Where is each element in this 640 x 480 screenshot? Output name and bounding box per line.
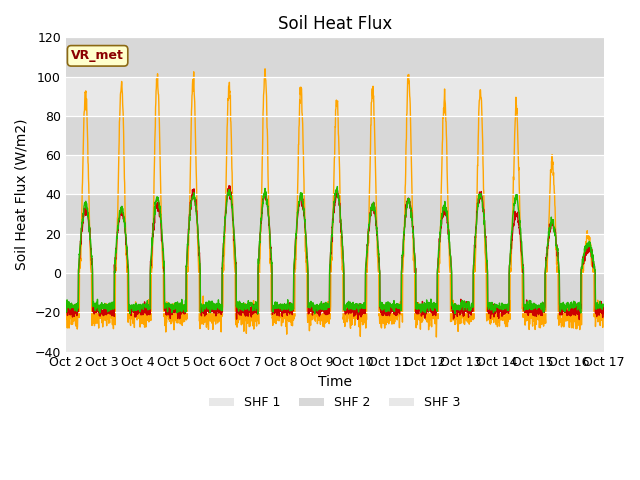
SHF 1 — [351, 310, 358, 315]
SHF 3 — [553, 246, 561, 252]
Bar — [66, 37, 604, 77]
Bar — [66, 116, 604, 155]
Bar — [66, 194, 604, 234]
SHF 2 — [433, 334, 440, 340]
SHF 3 — [363, 254, 371, 260]
Bar — [66, 155, 604, 194]
SHF 3 — [492, 304, 500, 310]
Line: SHF 3: SHF 3 — [66, 187, 604, 314]
Text: VR_met: VR_met — [71, 49, 124, 62]
SHF 2 — [212, 314, 220, 320]
SHF 1 — [600, 311, 608, 316]
SHF 3 — [254, 311, 262, 317]
SHF 1 — [62, 302, 70, 308]
SHF 2 — [553, 270, 561, 276]
Bar — [66, 77, 604, 116]
SHF 1 — [362, 258, 370, 264]
SHF 3 — [600, 304, 608, 310]
SHF 2 — [492, 310, 500, 315]
SHF 2 — [600, 307, 608, 313]
Line: SHF 1: SHF 1 — [66, 186, 604, 320]
Line: SHF 2: SHF 2 — [66, 69, 604, 337]
SHF 2 — [568, 315, 576, 321]
SHF 2 — [351, 311, 358, 316]
SHF 1 — [568, 307, 575, 312]
SHF 2 — [261, 66, 269, 72]
SHF 3 — [212, 302, 220, 308]
Bar — [66, 234, 604, 273]
SHF 2 — [62, 308, 70, 313]
SHF 3 — [568, 303, 576, 309]
SHF 1 — [575, 317, 583, 323]
X-axis label: Time: Time — [318, 375, 352, 389]
SHF 1 — [212, 313, 220, 319]
SHF 1 — [492, 309, 499, 314]
SHF 3 — [351, 306, 358, 312]
Legend: SHF 1, SHF 2, SHF 3: SHF 1, SHF 2, SHF 3 — [204, 391, 466, 414]
SHF 3 — [62, 304, 70, 310]
SHF 2 — [362, 309, 370, 314]
SHF 1 — [553, 242, 561, 248]
Bar — [66, 312, 604, 351]
Title: Soil Heat Flux: Soil Heat Flux — [278, 15, 392, 33]
SHF 3 — [333, 184, 341, 190]
Y-axis label: Soil Heat Flux (W/m2): Soil Heat Flux (W/m2) — [15, 119, 29, 270]
Bar — [66, 273, 604, 312]
SHF 1 — [225, 183, 233, 189]
